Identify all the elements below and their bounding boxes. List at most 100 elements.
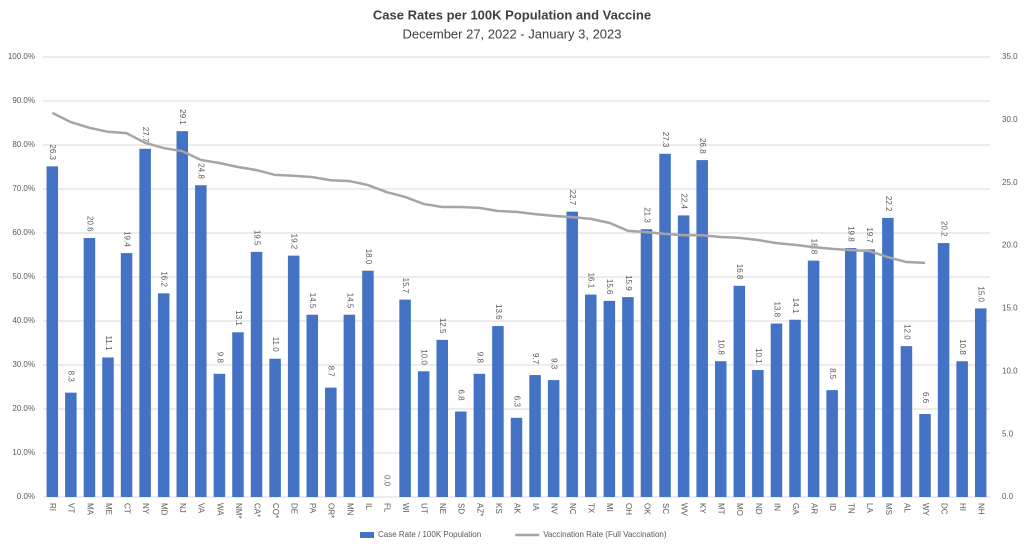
data-label: 6.8 [457,390,466,402]
data-label: 10.8 [717,339,726,355]
data-label: 27.7 [141,127,150,143]
bar [882,217,894,497]
bar [492,326,504,497]
x-tick-label: GA [791,503,800,515]
y-tick-label: 30.0% [12,360,35,369]
bar [603,300,616,497]
bar [566,211,578,497]
x-tick-label: SC [661,503,670,514]
x-tick-label: VT [67,503,76,513]
data-label: 19.7 [865,227,874,243]
y-tick-label: 10.0% [12,448,35,457]
y2-tick-label: 0.0 [1002,492,1014,501]
data-label: 10.8 [958,339,967,355]
data-label: 15.9 [624,275,633,291]
x-tick-label: NE [438,503,447,514]
data-label: 18.0 [364,249,373,265]
data-label: 13.8 [772,302,781,318]
bar [844,248,857,497]
bar [529,375,541,497]
chart-title: Case Rates per 100K Population and Vacci… [373,7,651,22]
bar [919,414,931,497]
data-label: 9.3 [550,358,559,370]
y2-tick-label: 25.0 [1002,178,1018,187]
x-tick-label: RI [48,503,57,511]
bar [807,260,820,497]
data-label: 6.6 [921,392,930,404]
bar [287,255,300,497]
x-tick-label: MN [345,503,354,516]
x-tick-label: HI [958,503,967,511]
x-tick-label: CA* [252,503,261,517]
chart-subtitle: December 27, 2022 - January 3, 2023 [403,26,622,41]
y-tick-label: 50.0% [12,272,35,281]
bar [436,339,448,497]
bar [102,357,114,497]
bar [640,229,653,497]
x-tick-label: MO [735,503,744,516]
data-label: 13.6 [494,304,503,320]
bar [250,251,263,497]
legend-swatch [360,532,374,538]
data-label: 8.7 [327,366,336,378]
x-tick-label: WI [401,503,410,513]
x-tick-label: UT [420,503,429,514]
x-tick-label: DE [290,503,299,514]
data-label: 14.5 [345,293,354,309]
bar [714,361,727,497]
y-tick-label: 100.0% [8,52,35,61]
bar [826,390,838,497]
x-tick-label: LA [865,503,874,513]
bar [65,392,77,497]
x-tick-label: DC [939,503,948,515]
x-tick-label: IN [772,503,781,511]
x-tick-label: WY [921,503,930,517]
x-tick-label: NH [977,503,986,515]
data-label: 24.8 [197,163,206,179]
x-tick-label: TX [587,503,596,514]
x-tick-label: OK [642,503,651,515]
x-tick-label: OH [624,503,633,515]
bar [417,371,430,497]
data-label: 11.0 [271,337,280,353]
x-tick-label: NV [550,503,559,515]
data-label: 8.3 [67,371,76,383]
bar [399,299,411,497]
bar [213,373,226,497]
data-label: 0.0 [382,475,391,487]
data-label: 10.0 [420,349,429,365]
bar [863,249,876,497]
x-tick-label: PA [308,503,317,514]
y2-tick-label: 35.0 [1002,52,1018,61]
x-tick-label: NM* [234,503,243,519]
data-label: 22.2 [884,196,893,212]
y2-tick-label: 15.0 [1002,304,1018,313]
legend-label: Vaccination Rate (Full Vaccination) [543,530,667,539]
bar [195,185,207,497]
y-tick-label: 70.0% [12,184,35,193]
data-label: 20.6 [85,216,94,232]
bar [659,153,671,498]
data-label: 16.1 [587,273,596,289]
line [51,111,926,265]
data-label: 11.1 [104,335,113,351]
bar [83,238,96,497]
x-tick-label: MD [160,503,169,516]
x-tick-label: ID [828,503,837,511]
bar [585,294,597,497]
bar [900,346,913,497]
data-label: 19.5 [252,230,261,246]
data-label: 14.1 [791,298,800,314]
data-label: 6.3 [512,396,521,408]
bar [46,166,59,497]
bar [770,323,783,497]
x-tick-label: NY [141,503,150,515]
data-label: 15.6 [605,279,614,295]
data-label: 20.2 [939,221,948,237]
x-tick-label: IA [531,503,540,511]
bar [510,417,523,497]
bar [937,243,950,497]
bar [325,387,337,497]
x-tick-label: MI [605,503,614,512]
